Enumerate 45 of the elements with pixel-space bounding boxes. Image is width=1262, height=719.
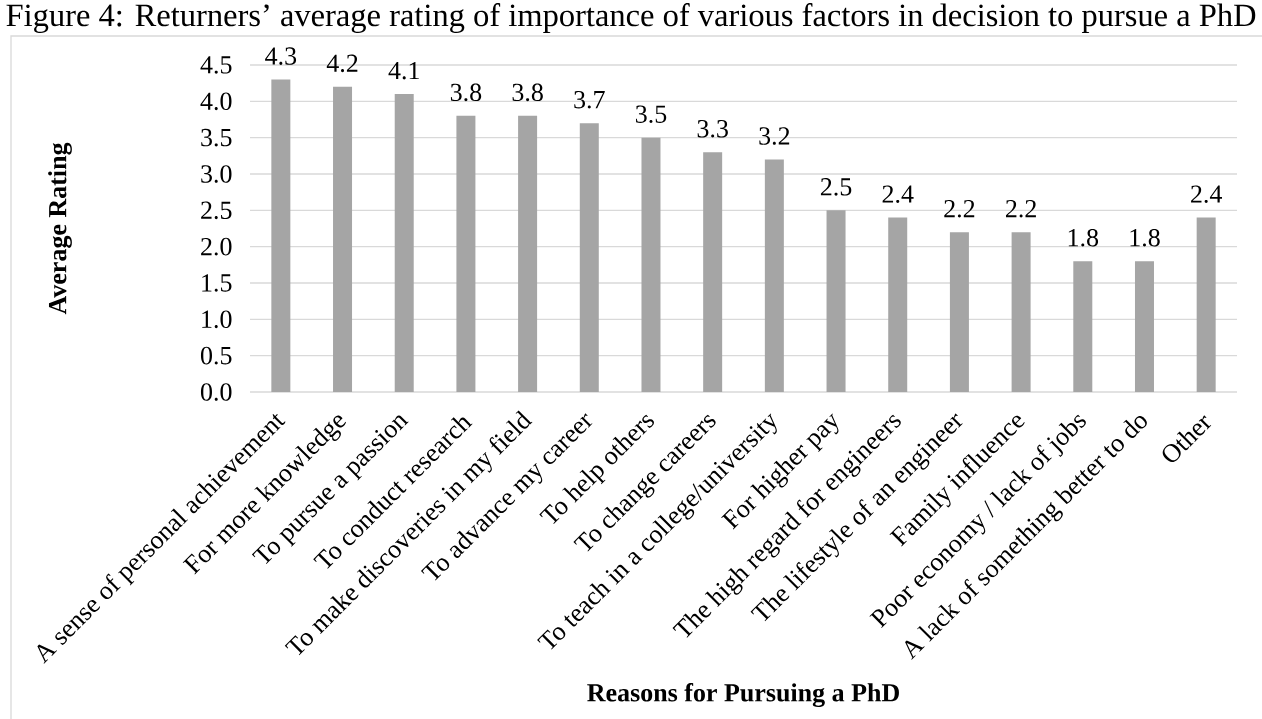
data-label: 3.2	[759, 127, 790, 145]
chart-title: Figure 4: Returners’ average rating of importance of various factors in decision to pursue a PhD	[6, 3, 1256, 34]
data-label: 3.3	[697, 119, 728, 138]
y-tick-label: 0.0	[200, 383, 232, 401]
data-label: 2.2	[944, 199, 975, 218]
data-label: 3.8	[450, 83, 482, 102]
data-label: 4.3	[265, 47, 297, 65]
data-label: 2.4	[1191, 185, 1223, 203]
y-tick-label: 3.0	[201, 165, 232, 183]
data-label: 2.5	[820, 178, 852, 196]
bar	[1073, 261, 1093, 392]
bar	[764, 159, 784, 392]
y-tick-label: 4.5	[200, 56, 232, 74]
y-axis-title: Average Rating	[48, 142, 72, 315]
bar	[271, 79, 291, 392]
bar	[949, 232, 969, 392]
data-label: 2.2	[1005, 199, 1036, 218]
y-tick-label: 4.0	[200, 92, 232, 111]
bar	[826, 210, 846, 392]
y-tick-label: 2.5	[201, 201, 232, 220]
bar	[456, 115, 476, 392]
bar	[703, 152, 723, 392]
x-axis-title: Reasons for Pursuing a PhD	[587, 682, 899, 708]
bar	[641, 137, 661, 392]
data-label: 4.2	[326, 54, 358, 73]
y-tick-label: 2.0	[201, 237, 232, 256]
data-label: 3.5	[635, 105, 667, 124]
data-label: 2.4	[882, 185, 914, 203]
bar	[1196, 217, 1216, 392]
bar	[888, 217, 908, 392]
bar	[333, 86, 353, 392]
data-label: 3.8	[512, 83, 543, 102]
y-tick-label: 1.5	[202, 274, 232, 292]
y-tick-label: 3.5	[201, 128, 232, 147]
data-label: 1.8	[1130, 228, 1160, 247]
bar	[394, 94, 414, 392]
data-label: 1.8	[1068, 228, 1099, 247]
y-tick-label: 0.5	[200, 346, 232, 365]
data-label: 4.1	[388, 61, 419, 80]
bar	[518, 115, 538, 392]
y-tick-label: 1.0	[202, 310, 232, 329]
bar	[1134, 261, 1154, 392]
bar	[1011, 232, 1031, 392]
data-label: 3.7	[574, 90, 605, 109]
bar	[579, 123, 599, 392]
